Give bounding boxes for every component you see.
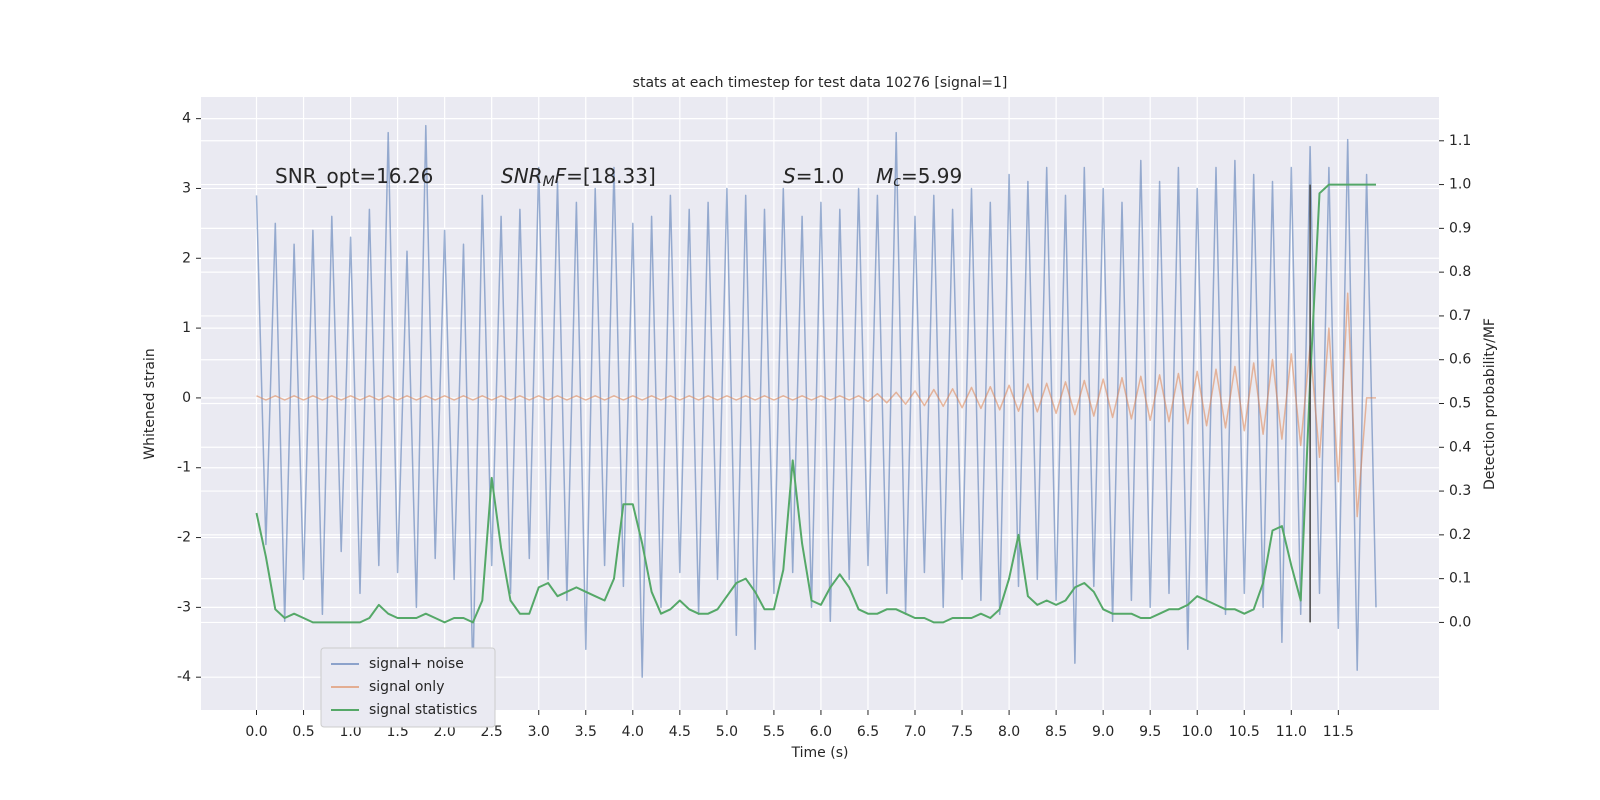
annotation-part: c: [893, 174, 901, 190]
y2-tick-label: 0.2: [1449, 527, 1471, 543]
annotation-part: M: [876, 164, 893, 188]
legend-label: signal+ noise: [369, 656, 464, 672]
annotation-part: SNR: [501, 164, 543, 188]
x-tick-label: 8.0: [998, 724, 1020, 740]
y2-tick-label: 0.8: [1449, 264, 1471, 280]
legend-label: signal only: [369, 679, 444, 695]
x-tick-label: 1.5: [386, 724, 408, 740]
annotation: Mc=5.99: [876, 164, 962, 191]
y2-tick-label: 0.5: [1449, 396, 1471, 412]
x-tick-label: 11.5: [1323, 724, 1354, 740]
chart-title: stats at each timestep for test data 102…: [633, 75, 1008, 91]
y-axis-label: Whitened strain: [142, 348, 158, 459]
y2-tick-label: 0.9: [1449, 220, 1471, 236]
x-tick-label: 9.5: [1139, 724, 1161, 740]
legend-label: signal statistics: [369, 702, 477, 718]
y2-tick-label: 0.0: [1449, 614, 1471, 630]
x-tick-label: 4.0: [622, 724, 644, 740]
x-tick-label: 8.5: [1045, 724, 1067, 740]
y-tick-label: -2: [177, 530, 191, 546]
y-tick-label: 4: [182, 111, 191, 127]
x-tick-label: 3.5: [575, 724, 597, 740]
x-tick-label: 11.0: [1276, 724, 1307, 740]
x-tick-label: 7.0: [904, 724, 926, 740]
x-tick-label: 0.5: [292, 724, 314, 740]
x-tick-label: 7.5: [951, 724, 973, 740]
x-tick-label: 2.0: [434, 724, 456, 740]
y2-tick-label: 1.0: [1449, 177, 1471, 193]
x-tick-label: 3.0: [528, 724, 550, 740]
x-axis-label: Time (s): [791, 745, 849, 761]
y2-tick-label: 0.6: [1449, 352, 1471, 368]
y-tick-label: 1: [182, 320, 191, 336]
labels: 0.0 0.5 1.0 1.5 2.0 2.5 3.0 3.5 4.0 4.5 5.0 5.5 6.0 6…: [177, 111, 1471, 740]
y2-tick-label: 0.7: [1449, 308, 1471, 324]
series-line: [255, 124, 1377, 678]
x-tick-label: 2.5: [481, 724, 503, 740]
x-tick-label: 10.0: [1182, 724, 1213, 740]
annotation-part: =5.99: [901, 164, 962, 188]
annotation: S=1.0: [783, 164, 844, 188]
annotation: SNRMF=[18.33]: [501, 164, 656, 191]
legend-box: [320, 647, 496, 728]
annotation: SNR_opt=16.26: [275, 164, 433, 188]
x-tick-label: 10.5: [1229, 724, 1260, 740]
y2-tick-label: 1.1: [1449, 133, 1471, 149]
y2-axis-label: Detection probability/MF: [1482, 318, 1498, 490]
y-tick-label: 0: [182, 390, 191, 406]
x-tick-label: 6.5: [857, 724, 879, 740]
x-tick-label: 6.0: [810, 724, 832, 740]
series-line: [255, 183, 1376, 624]
annotation-part: S: [783, 164, 796, 188]
y-tick-label: -3: [177, 599, 191, 615]
annotation-part: =1.0: [796, 164, 845, 188]
y2-tick-label: 0.4: [1449, 439, 1471, 455]
y-tick-label: -4: [177, 669, 191, 685]
series-line: [256, 292, 1376, 518]
annotation-part: F: [555, 164, 567, 188]
x-tick-label: 5.0: [716, 724, 738, 740]
x-tick-label: 4.5: [669, 724, 691, 740]
x-tick-label: 5.5: [763, 724, 785, 740]
annotation-part: =[18.33]: [566, 164, 656, 188]
x-tick-label: 0.0: [245, 724, 267, 740]
y-tick-label: -1: [177, 460, 191, 476]
x-tick-label: 1.0: [339, 724, 361, 740]
annotation-part: SNR_opt=16.26: [275, 164, 433, 188]
y-tick-label: 3: [182, 180, 191, 196]
marks: [255, 124, 1377, 678]
annotation-part: M: [543, 174, 555, 190]
y2-tick-label: 0.3: [1449, 483, 1471, 499]
y-tick-label: 2: [182, 250, 191, 266]
x-tick-label: 9.0: [1092, 724, 1114, 740]
y2-tick-label: 0.1: [1449, 571, 1471, 587]
